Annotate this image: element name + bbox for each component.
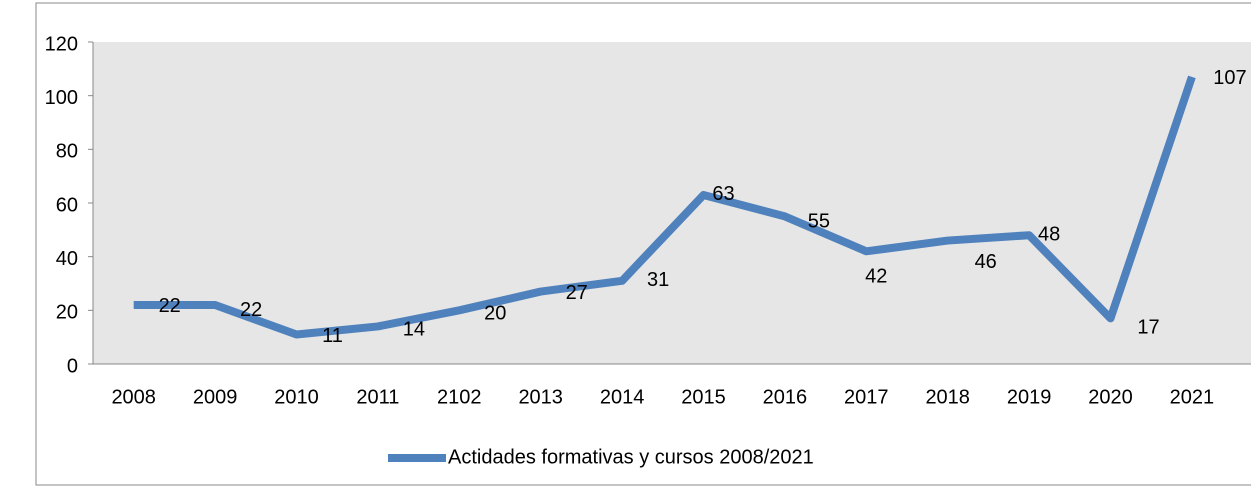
y-tick-label: 100: [45, 87, 78, 109]
plot-area: [93, 42, 1251, 364]
x-tick-label: 2015: [681, 386, 726, 408]
x-tick-label: 2019: [1007, 386, 1052, 408]
data-label: 27: [566, 282, 588, 304]
x-tick-label: 2102: [437, 386, 482, 408]
x-tick-label: 2016: [763, 386, 808, 408]
data-label: 107: [1213, 67, 1246, 89]
y-tick-label: 120: [45, 33, 78, 55]
data-label: 42: [865, 266, 887, 288]
data-label: 20: [484, 303, 506, 325]
data-label: 46: [975, 251, 997, 273]
legend-label: Actidades formativas y cursos 2008/2021: [448, 446, 814, 468]
y-tick-label: 20: [56, 302, 78, 324]
y-tick-label: 40: [56, 248, 78, 270]
y-tick-label: 60: [56, 194, 78, 216]
y-tick-label: 0: [67, 355, 78, 377]
x-tick-label: 2009: [193, 386, 238, 408]
x-tick-label: 2017: [844, 386, 889, 408]
data-label: 17: [1137, 317, 1159, 339]
series-line: [133, 75, 1196, 339]
x-tick-label: 2021: [1170, 386, 1215, 408]
x-tick-label: 2011: [356, 386, 399, 408]
data-label: 55: [808, 211, 830, 233]
y-tick-label: 80: [56, 141, 78, 163]
data-label: 31: [647, 269, 669, 291]
x-tick-label: 2008: [111, 386, 156, 408]
x-tick-label: 2010: [274, 386, 319, 408]
data-label: 48: [1038, 223, 1060, 245]
data-label: 14: [403, 319, 425, 341]
x-tick-label: 2020: [1088, 386, 1133, 408]
x-tick-label: 2014: [600, 386, 645, 408]
x-tick-label: 2018: [925, 386, 970, 408]
data-label: 22: [159, 295, 181, 317]
data-label: 63: [712, 183, 734, 205]
x-tick-label: 2013: [518, 386, 563, 408]
data-label: 11: [322, 325, 343, 347]
data-label: 22: [240, 299, 262, 321]
